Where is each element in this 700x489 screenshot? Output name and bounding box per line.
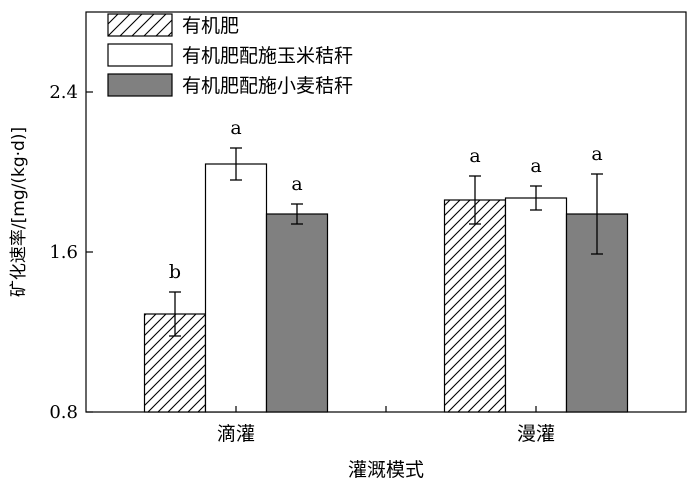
- x-axis: 滴灌 漫灌: [217, 406, 555, 445]
- x-axis-label: 灌溉模式: [348, 459, 424, 481]
- bar: [265, 213, 329, 413]
- y-tick-label: 2.4: [49, 82, 78, 103]
- error-bars-layer: [169, 147, 603, 337]
- y-axis: 0.8 1.6 2.4: [49, 82, 93, 423]
- significance-label: a: [530, 155, 541, 177]
- y-tick-label: 1.6: [49, 242, 78, 263]
- x-tick-label: 滴灌: [217, 423, 255, 445]
- y-tick-label: 0.8: [49, 402, 78, 423]
- significance-label: b: [169, 261, 181, 283]
- significance-label: a: [291, 173, 302, 195]
- y-axis-label: 矿化速率/[mg/(kg·d)]: [9, 127, 29, 297]
- legend-swatch: [107, 13, 173, 37]
- legend-swatch: [107, 43, 173, 67]
- x-tick-label: 漫灌: [517, 423, 555, 445]
- legend-label: 有机肥配施小麦秸秆: [182, 75, 353, 97]
- bars-layer: [143, 163, 629, 413]
- bar: [504, 197, 568, 413]
- significance-label: a: [469, 145, 480, 167]
- bar: [443, 199, 507, 413]
- legend-swatch: [107, 73, 173, 97]
- significance-labels-layer: b a a a a a: [169, 117, 603, 283]
- legend-label: 有机肥配施玉米秸秆: [182, 45, 353, 67]
- bar: [204, 163, 268, 413]
- legend-label: 有机肥: [182, 15, 239, 37]
- significance-label: a: [591, 143, 602, 165]
- significance-label: a: [230, 117, 241, 139]
